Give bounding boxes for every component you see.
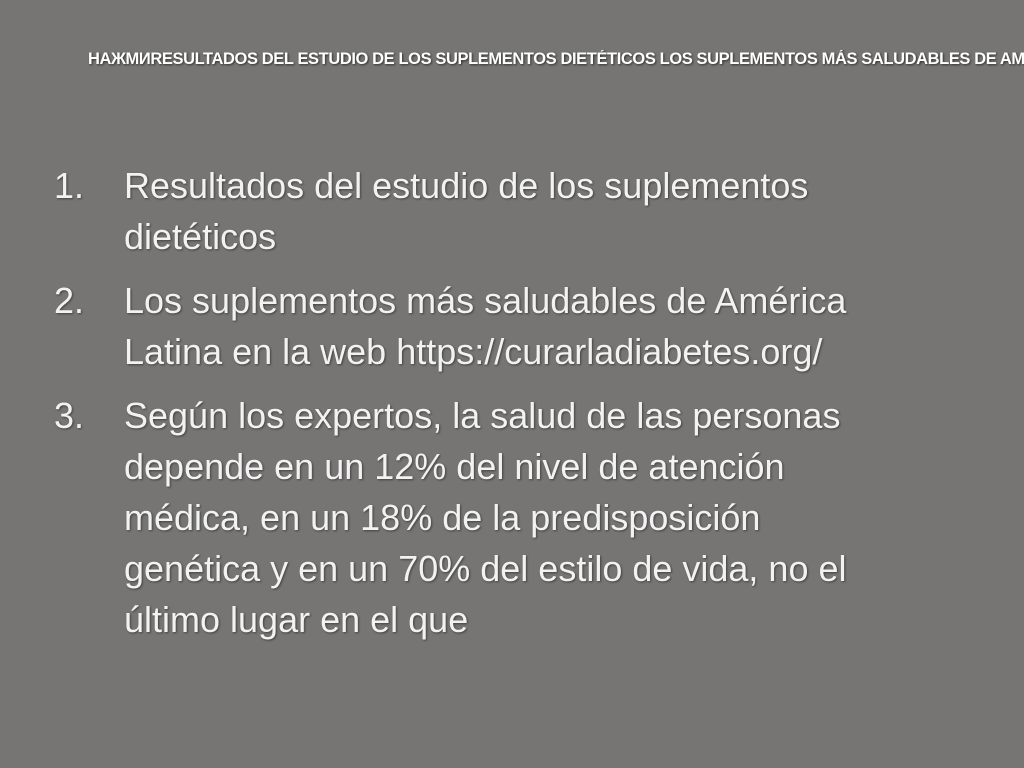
list-text: Los suplementos más saludables de Améric…	[124, 280, 847, 372]
list-item: 3. Según los expertos, la salud de las pe…	[0, 390, 904, 645]
list-item: 2. Los suplementos más saludables de Amér…	[0, 275, 904, 377]
list-number: 3.	[54, 395, 85, 436]
slide-title: НАЖМИRESULTADOS DEL ESTUDIO DE LOS SUPLE…	[88, 50, 1024, 68]
list-text: Resultados del estudio de los suplemento…	[124, 165, 809, 257]
list-number: 1.	[54, 165, 85, 206]
list-text: Según los expertos, la salud de las pers…	[124, 395, 847, 640]
list-number: 2.	[54, 280, 85, 321]
slide-body: 1. Resultados del estudio de los suplemen…	[0, 160, 1024, 674]
list-item: 1. Resultados del estudio de los suplemen…	[0, 160, 904, 262]
numbered-list: 1. Resultados del estudio de los suplemen…	[0, 160, 1024, 645]
